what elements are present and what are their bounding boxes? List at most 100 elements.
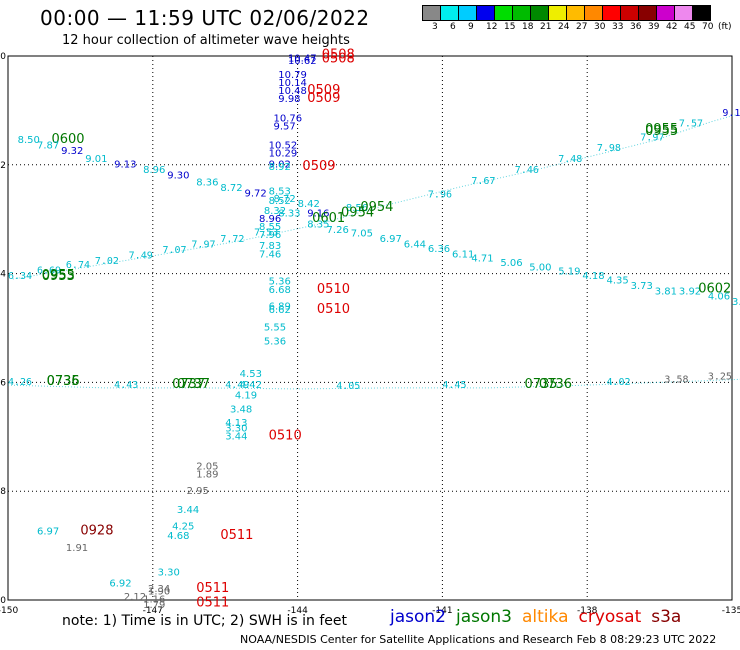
wave-height-label: 5.06 [500,258,522,269]
wave-height-label: 6.62 [269,305,291,316]
track-value-label: 7.48 [558,154,582,165]
track-value-label: 3.25 [708,372,732,383]
track-value-label: 6.69 [37,266,61,277]
wave-height-label: 4.35 [607,275,629,286]
pass-time-label: 0511 [196,581,229,596]
pass-time-label: 0602 [698,282,731,297]
wave-height-label: 6.11 [452,249,474,260]
wave-height-label: 10.47 [288,53,317,64]
wave-height-label: 8.72 [273,194,295,205]
wave-height-label: 9.98 [278,94,300,105]
wave-height-label: 5.36 [269,276,291,287]
wave-height-label: 6.36 [428,244,450,255]
wave-height-label: 9.16 [307,208,329,219]
y-tick-label: -60 [0,52,6,62]
wave-height-label: 6.97 [37,527,59,538]
track-value-label: 4.05 [336,381,360,392]
pass-time-label: 0509 [307,83,340,98]
wave-height-label: 8.72 [220,183,242,194]
color-legend-label: 30 [594,22,606,32]
track-value-label: 7.02 [95,256,119,267]
wave-height-label: 8.32 [264,206,286,217]
pass-time-label: 0735 [47,374,80,389]
wave-height-label: 1.90 [148,587,170,598]
wave-height-label: 5.55 [264,323,286,334]
track-value-label: 6.74 [66,260,90,271]
wave-height-label: 4.68 [167,531,189,542]
color-legend-label: 6 [450,22,456,32]
color-legend-label: 9 [468,22,474,32]
wave-height-label: 1.79 [143,600,165,611]
color-legend-label: 42 [666,22,678,32]
wave-height-label: 5.19 [558,267,580,278]
credit-footer: NOAA/NESDIS Center for Satellite Applica… [240,633,717,646]
satellite-legend-s3a: s3a [651,607,682,627]
track-value-label: 3.58 [664,374,688,385]
wave-height-label: 3.44 [225,432,247,443]
wave-height-label: 1.89 [196,470,218,481]
satellite-legend-jason3: jason3 [456,607,512,627]
wave-height-label: 3.73 [631,281,653,292]
pass-time-label: 0955 [645,122,678,137]
wave-height-label: 4.42 [240,380,262,391]
wave-height-label: 6.92 [109,578,131,589]
track-value-label: 7.46 [515,165,539,176]
track-value-label: 7.97 [191,239,215,250]
pass-time-label: 0955 [645,124,678,139]
wave-height-label: 9.02 [269,160,291,171]
wave-height-label: 10.48 [278,86,307,97]
wave-height-label: 9.01 [85,154,107,165]
wave-height-label: 9.72 [245,188,267,199]
wave-height-label: 6.68 [269,285,291,296]
color-legend-label: 24 [558,22,570,32]
wave-height-label: 4.71 [471,254,493,265]
wave-height-label: 7.05 [351,229,373,240]
pass-time-label: 0510 [317,282,350,297]
wave-height-label: 3.92 [679,286,701,297]
jason3-lat66-track [7,378,740,390]
pass-time-label: 0928 [80,524,113,539]
wave-height-label: 7.96 [259,230,281,241]
color-swatch-15 [692,5,711,21]
track-value-label: 9.12 [722,108,740,119]
track-value-label: 4.43 [114,380,138,391]
color-legend-label: 33 [612,22,624,32]
pass-time-label: 0737 [177,377,210,392]
x-tick-label: -144 [287,606,308,616]
wave-height-label: 10.14 [278,78,307,89]
plot-frame [7,55,733,601]
x-tick-label: -138 [577,606,598,616]
wave-height-label: 6.97 [380,234,402,245]
pass-time-label: 0953 [42,269,75,284]
track-value-label: 7.98 [597,143,621,154]
wave-height-label: 10.79 [278,70,307,81]
pass-time-label: 0508 [322,52,355,67]
wave-height-label: 6.44 [404,239,426,250]
color-legend-label: 12 [486,22,498,32]
wave-height-label: 3.30 [158,568,180,579]
wave-height-label: 5.36 [264,336,286,347]
satellite-legend-altika: altika [522,607,569,627]
y-tick-label: -64 [0,270,6,280]
pass-time-label: 0509 [302,159,335,174]
pass-time-label: 0511 [220,528,253,543]
satellite-legend-cryosat: cryosat [578,607,642,627]
wave-height-label: 10.29 [269,149,298,160]
wave-height-label: 3.30 [225,423,247,434]
track-value-label: 7.96 [428,189,452,200]
satellite-legend-jason2: jason2 [390,607,446,627]
color-legend-label: 3 [432,22,438,32]
wave-height-label: 8.42 [298,199,320,210]
track-value-label: 7.07 [162,245,186,256]
track-value-label: 7.53 [254,228,278,239]
color-legend-label: 27 [576,22,588,32]
wave-height-label: 8.35 [307,219,329,230]
wave-height-label: 8.55 [259,222,281,233]
wave-height-label: 8.96 [259,214,281,225]
wave-height-label: 6.89 [269,302,291,313]
wave-height-label: 4.06 [708,292,730,303]
color-legend-label: 15 [504,22,516,32]
wave-height-label: 1.16 [143,595,165,606]
pass-time-label: 0955 [42,268,75,283]
wave-height-label: 2.34 [148,584,170,595]
